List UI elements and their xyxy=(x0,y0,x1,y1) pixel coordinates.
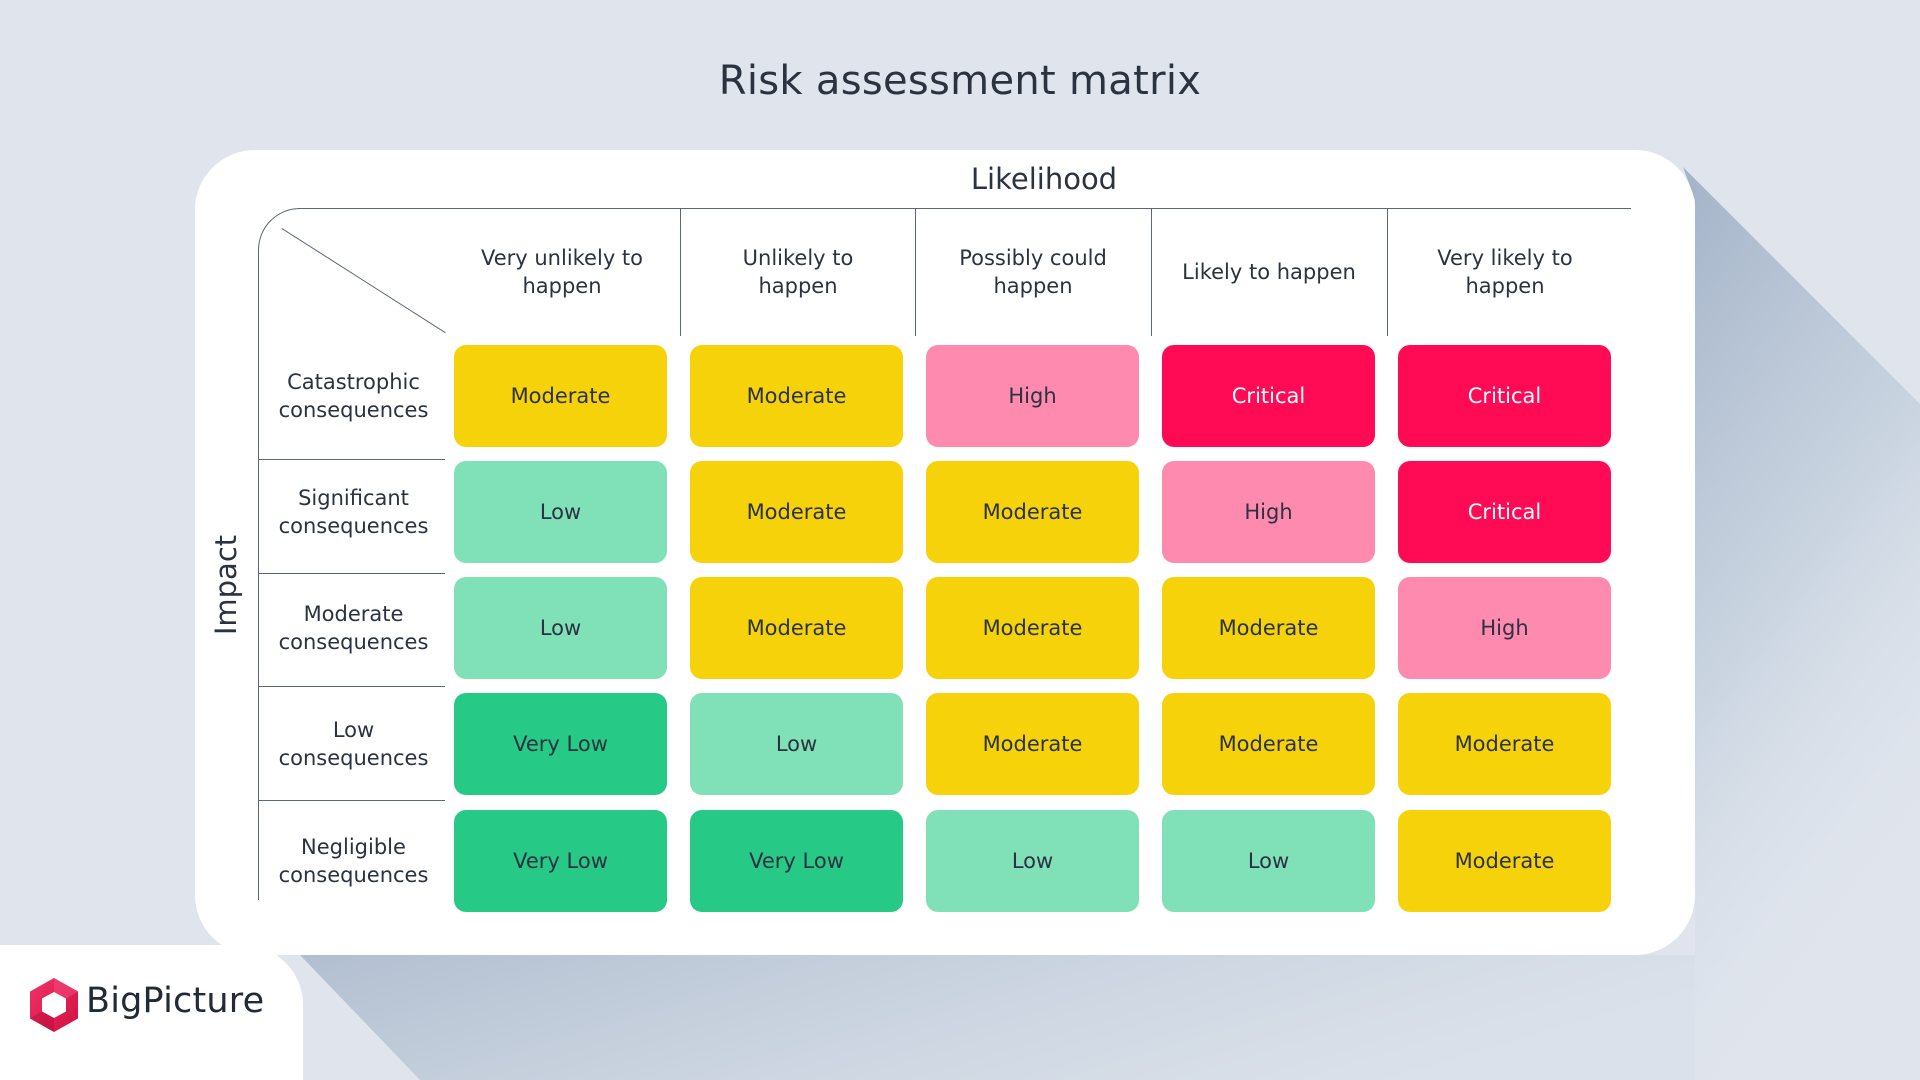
risk-cell-high: High xyxy=(1162,461,1375,563)
row-header-moderate: Moderate consequences xyxy=(278,602,429,654)
row-divider xyxy=(258,686,445,687)
risk-cell-critical: Critical xyxy=(1162,345,1375,447)
risk-cell-moderate: Moderate xyxy=(1162,577,1375,679)
risk-cell-critical: Critical xyxy=(1398,461,1611,563)
row-divider xyxy=(258,573,445,574)
column-divider xyxy=(1151,208,1152,336)
risk-cell-low: Low xyxy=(926,810,1139,912)
risk-cell-critical: Critical xyxy=(1398,345,1611,447)
risk-cell-moderate: Moderate xyxy=(690,577,903,679)
row-header-low: Low consequences xyxy=(278,718,429,770)
frame-left-line xyxy=(258,250,259,900)
risk-cell-very-low: Very Low xyxy=(454,810,667,912)
risk-cell-low: Low xyxy=(1162,810,1375,912)
risk-cell-very-low: Very Low xyxy=(690,810,903,912)
risk-cell-moderate: Moderate xyxy=(926,693,1139,795)
risk-cell-very-low: Very Low xyxy=(454,693,667,795)
row-divider xyxy=(258,800,445,801)
hexagon-logo-icon xyxy=(30,978,78,1032)
risk-cell-moderate: Moderate xyxy=(926,577,1139,679)
column-divider xyxy=(680,208,681,336)
row-header-negligible: Negligible consequences xyxy=(278,835,429,887)
frame-top-line xyxy=(298,208,1631,209)
page-title: Risk assessment matrix xyxy=(718,58,1202,104)
risk-cell-moderate: Moderate xyxy=(690,345,903,447)
frame-corner xyxy=(258,208,338,288)
row-header-significant: Significant consequences xyxy=(278,486,429,538)
impact-axis-label: Impact xyxy=(209,534,243,636)
column-divider xyxy=(915,208,916,336)
risk-cell-low: Low xyxy=(454,461,667,563)
column-divider xyxy=(1387,208,1388,336)
risk-cell-moderate: Moderate xyxy=(1162,693,1375,795)
column-header-very-likely: Very likely to happen xyxy=(1437,246,1573,298)
column-header-unlikely: Unlikely to happen xyxy=(742,246,854,298)
likelihood-axis-label: Likelihood xyxy=(970,162,1118,196)
row-header-catastrophic: Catastrophic consequences xyxy=(278,370,429,422)
column-header-likely: Likely to happen xyxy=(1182,260,1356,284)
column-header-possibly: Possibly could happen xyxy=(959,246,1107,298)
column-header-very-unlikely: Very unlikely to happen xyxy=(480,246,644,298)
risk-cell-moderate: Moderate xyxy=(690,461,903,563)
risk-cell-moderate: Moderate xyxy=(454,345,667,447)
brand-name: BigPicture xyxy=(86,981,265,1021)
risk-cell-moderate: Moderate xyxy=(1398,810,1611,912)
risk-cell-moderate: Moderate xyxy=(926,461,1139,563)
risk-cell-moderate: Moderate xyxy=(1398,693,1611,795)
risk-cell-high: High xyxy=(1398,577,1611,679)
risk-cell-low: Low xyxy=(454,577,667,679)
row-divider xyxy=(258,459,445,460)
risk-cell-low: Low xyxy=(690,693,903,795)
risk-cell-high: High xyxy=(926,345,1139,447)
